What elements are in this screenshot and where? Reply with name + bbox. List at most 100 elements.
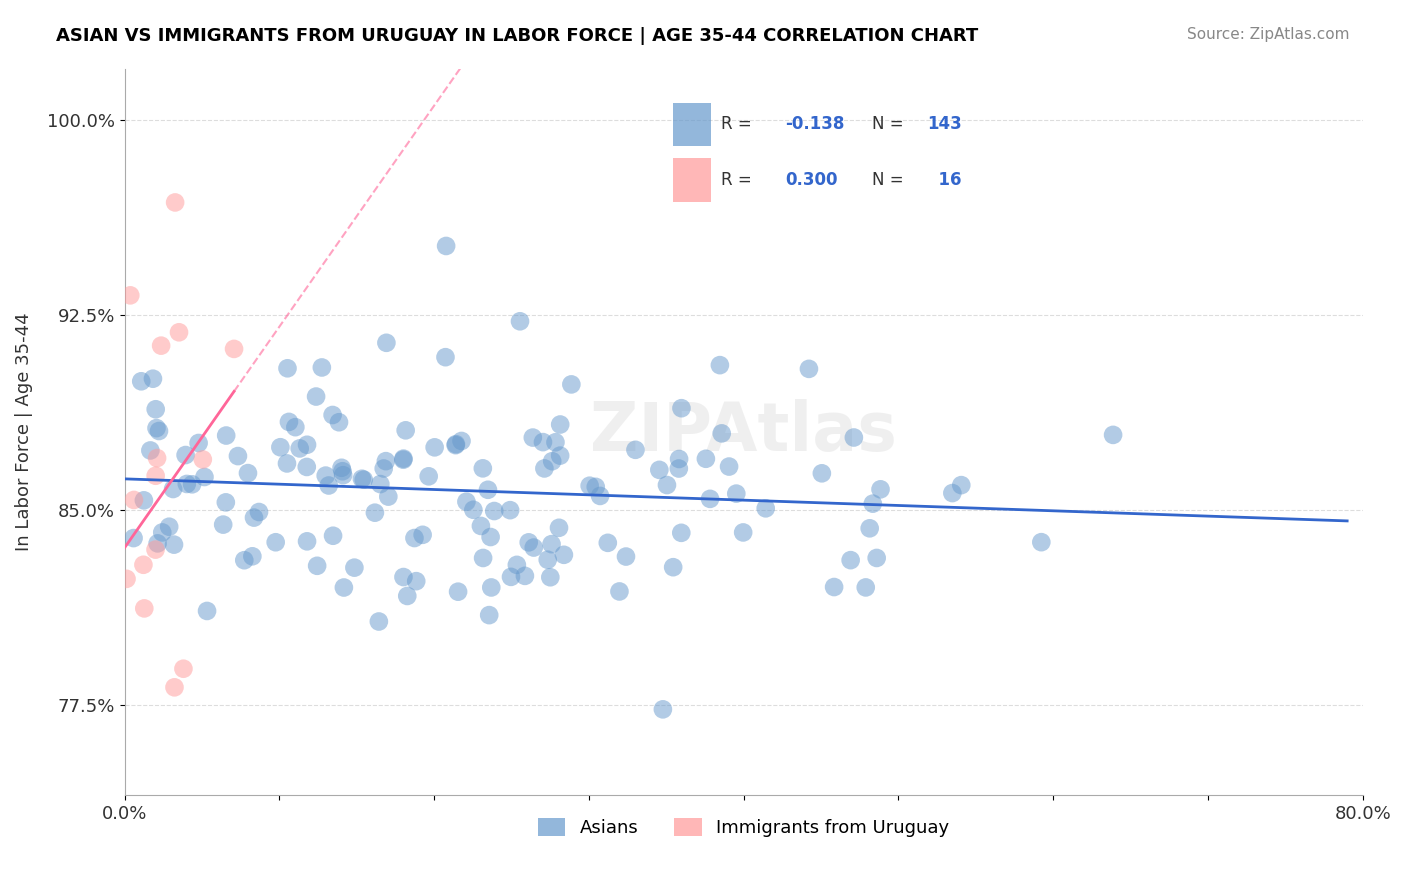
Point (609, 584, 631, 599)
Point (236, 466, 259, 480)
Point (578, 479, 600, 493)
Point (499, 570, 522, 584)
Point (307, 558, 329, 573)
Point (350, 472, 373, 486)
Point (367, 615, 389, 629)
Point (548, 521, 571, 535)
Point (839, 553, 862, 567)
Point (456, 494, 478, 508)
Point (855, 581, 877, 595)
Point (284, 420, 307, 434)
Point (533, 461, 555, 475)
Point (392, 570, 415, 584)
Point (484, 504, 506, 518)
Point (157, 520, 180, 534)
Point (332, 464, 354, 478)
Point (392, 451, 415, 466)
Point (353, 473, 375, 487)
Point (950, 478, 973, 492)
Point (538, 570, 561, 584)
Point (668, 452, 690, 467)
Point (866, 551, 889, 566)
Point (134, 601, 156, 615)
Point (328, 415, 350, 429)
Point (333, 581, 356, 595)
Point (276, 457, 298, 471)
Legend: Asians, Immigrants from Uruguay: Asians, Immigrants from Uruguay (531, 811, 956, 845)
Point (695, 451, 717, 466)
Point (145, 421, 167, 435)
Point (146, 451, 169, 466)
Point (162, 482, 184, 496)
Point (187, 436, 209, 450)
Point (145, 542, 167, 557)
Point (167, 326, 190, 340)
Point (404, 531, 426, 545)
Point (434, 350, 457, 364)
Y-axis label: In Labor Force | Age 35-44: In Labor Force | Age 35-44 (15, 313, 32, 551)
Point (540, 537, 562, 551)
Point (332, 468, 354, 483)
Point (233, 553, 256, 567)
Point (295, 534, 318, 549)
Point (585, 480, 607, 494)
Point (176, 477, 198, 491)
Point (139, 443, 162, 458)
Point (509, 314, 531, 328)
Point (1031, 535, 1053, 549)
Point (145, 468, 167, 483)
Point (269, 440, 291, 454)
Point (370, 477, 392, 491)
Point (477, 483, 499, 497)
Point (553, 548, 575, 562)
Text: ZIPAtlas: ZIPAtlas (591, 399, 897, 465)
Point (122, 531, 145, 545)
Text: ASIAN VS IMMIGRANTS FROM URUGUAY IN LABOR FORCE | AGE 35-44 CORRELATION CHART: ASIAN VS IMMIGRANTS FROM URUGUAY IN LABO… (56, 27, 979, 45)
Point (295, 438, 318, 452)
Point (181, 477, 204, 491)
Point (364, 506, 387, 520)
Point (215, 428, 238, 442)
Point (193, 470, 215, 484)
Point (596, 536, 619, 550)
Point (544, 435, 567, 450)
Point (405, 574, 427, 589)
Point (377, 490, 399, 504)
Point (463, 502, 485, 516)
Point (373, 461, 395, 475)
Point (132, 493, 155, 508)
Point (710, 426, 733, 441)
Point (560, 377, 582, 392)
Point (132, 558, 155, 572)
Point (276, 361, 298, 376)
Point (222, 342, 245, 356)
Point (318, 478, 340, 492)
Point (163, 681, 186, 695)
Point (375, 335, 398, 350)
Point (668, 461, 690, 475)
Point (447, 584, 470, 599)
Point (479, 581, 502, 595)
Point (142, 372, 165, 386)
Point (655, 478, 678, 492)
Point (191, 452, 214, 467)
Point (523, 541, 546, 555)
Point (412, 528, 434, 542)
Point (343, 560, 366, 574)
Point (651, 702, 673, 716)
Point (450, 434, 472, 448)
Point (396, 589, 419, 603)
Point (150, 525, 173, 540)
Point (247, 505, 270, 519)
Point (145, 402, 167, 417)
Point (163, 538, 186, 552)
Point (305, 390, 328, 404)
Point (733, 525, 755, 540)
Point (129, 374, 152, 388)
Point (174, 448, 197, 462)
Point (537, 553, 560, 567)
Text: Source: ZipAtlas.com: Source: ZipAtlas.com (1187, 27, 1350, 42)
Point (478, 608, 501, 623)
Point (264, 535, 287, 549)
Point (146, 536, 169, 550)
